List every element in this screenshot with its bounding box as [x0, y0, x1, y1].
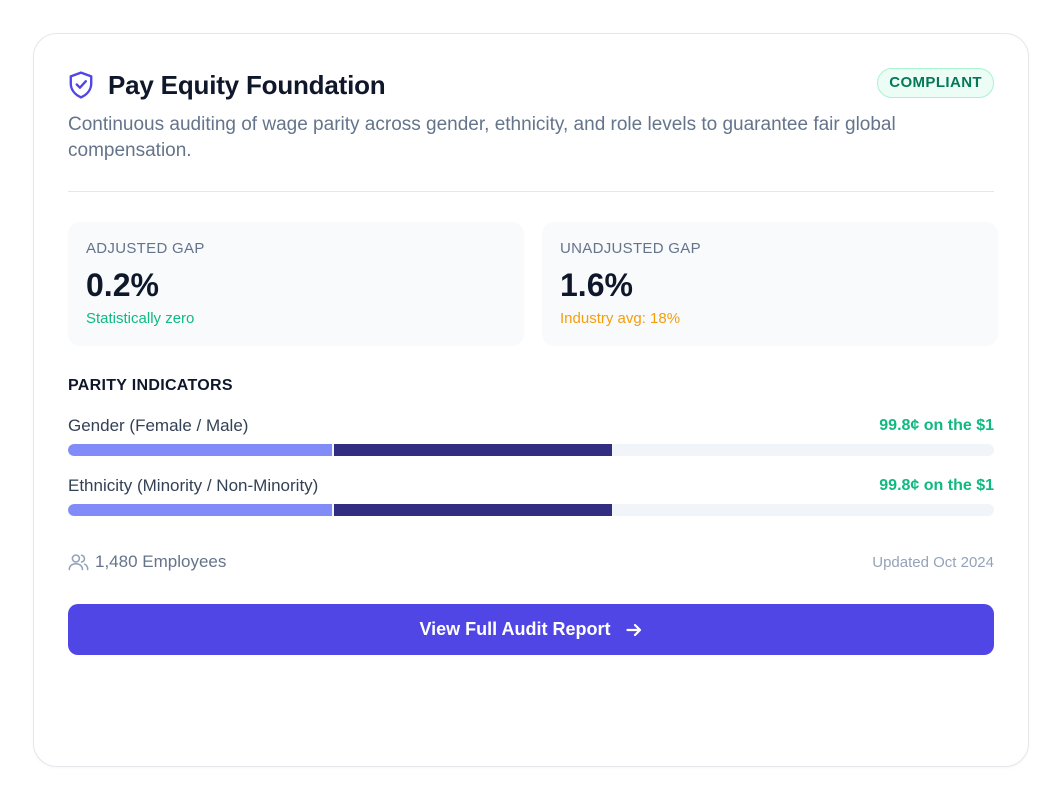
title-group: Pay Equity Foundation	[68, 68, 386, 102]
button-label: View Full Audit Report	[419, 619, 611, 639]
unadjusted-gap-stat: UNADJUSTED GAP 1.6% Industry avg: 18%	[542, 222, 998, 346]
card-description: Continuous auditing of wage parity acros…	[68, 114, 896, 161]
stat-note: Statistically zero	[86, 310, 195, 327]
users-icon	[68, 554, 89, 571]
stat-note: Industry avg: 18%	[560, 310, 681, 327]
parity-bar	[68, 444, 994, 456]
arrow-right-icon	[625, 623, 641, 636]
parity-bar-segment-b	[334, 444, 613, 456]
shield-check-icon	[69, 71, 93, 99]
divider	[68, 191, 994, 192]
page-title: Pay Equity Foundation	[108, 69, 386, 100]
indicator-value: 99.8¢ on the $1	[879, 417, 994, 434]
employee-count: 1,480 Employees	[68, 552, 226, 572]
status-badge: COMPLIANT	[877, 68, 994, 98]
employee-count-label: 1,480 Employees	[95, 552, 227, 571]
card-footer-meta: 1,480 Employees Updated Oct 2024	[68, 552, 994, 576]
updated-timestamp: Updated Oct 2024	[872, 554, 994, 571]
indicator-value: 99.8¢ on the $1	[879, 477, 994, 494]
stat-label: UNADJUSTED GAP	[560, 240, 701, 257]
indicator-label: Gender (Female / Male)	[68, 416, 249, 435]
parity-bar-segment-b	[334, 504, 613, 516]
parity-bar-segment-a	[68, 504, 332, 516]
pay-equity-card: Pay Equity Foundation COMPLIANT Continuo…	[33, 33, 1029, 767]
card-header: Pay Equity Foundation COMPLIANT	[68, 68, 994, 102]
indicator-label: Ethnicity (Minority / Non-Minority)	[68, 476, 319, 495]
parity-section-title: PARITY INDICATORS	[68, 377, 233, 394]
stat-value: 1.6%	[560, 267, 633, 303]
parity-bar	[68, 504, 994, 516]
view-audit-report-button[interactable]: View Full Audit Report	[68, 604, 994, 655]
adjusted-gap-stat: ADJUSTED GAP 0.2% Statistically zero	[68, 222, 524, 346]
ethnicity-indicator: Ethnicity (Minority / Non-Minority) 99.8…	[68, 476, 994, 520]
stat-label: ADJUSTED GAP	[86, 240, 205, 257]
gender-indicator: Gender (Female / Male) 99.8¢ on the $1	[68, 416, 994, 460]
parity-bar-segment-a	[68, 444, 332, 456]
stat-value: 0.2%	[86, 267, 159, 303]
